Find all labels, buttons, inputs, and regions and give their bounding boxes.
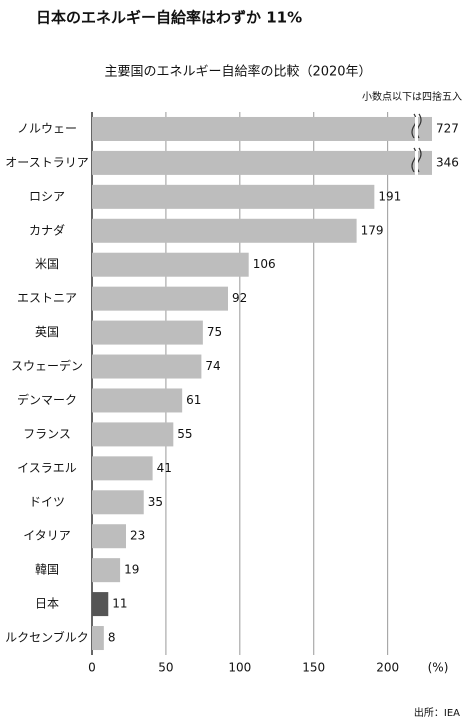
chart-subtitle: 主要国のエネルギー自給率の比較（2020年） <box>104 64 371 80</box>
value-label: 727 <box>436 121 459 135</box>
axis-break-gap <box>415 116 418 141</box>
value-label: 75 <box>207 325 222 339</box>
bar <box>92 354 202 379</box>
category-label: ノルウェー <box>17 121 77 135</box>
category-label: ドイツ <box>29 495 65 509</box>
value-label: 11 <box>112 597 127 611</box>
category-label: スウェーデン <box>11 358 83 373</box>
x-axis-label: (%) <box>428 661 449 675</box>
x-tick-label: 0 <box>88 661 96 675</box>
value-label: 8 <box>108 631 116 645</box>
category-label: エストニア <box>17 291 77 305</box>
bar <box>92 116 432 141</box>
x-tick-label: 150 <box>302 661 325 675</box>
value-label: 55 <box>177 427 192 441</box>
x-tick-label: 200 <box>376 661 399 675</box>
category-label: デンマーク <box>17 392 77 407</box>
category-label: イスラエル <box>17 461 77 475</box>
x-tick-label: 50 <box>158 661 173 675</box>
category-label: オーストラリア <box>5 155 88 169</box>
bar <box>92 592 109 617</box>
bar <box>92 524 126 549</box>
value-label: 35 <box>148 495 163 509</box>
bar <box>92 218 357 243</box>
category-label: 英国 <box>35 325 59 339</box>
bar <box>92 286 228 311</box>
category-label: イタリア <box>23 529 71 543</box>
category-label: ロシア <box>29 189 65 203</box>
value-label: 191 <box>378 189 401 203</box>
bar <box>92 456 153 481</box>
value-label: 179 <box>361 223 384 237</box>
value-label: 41 <box>157 461 172 475</box>
axis-break-gap <box>415 150 418 175</box>
value-label: 61 <box>186 393 201 407</box>
bar <box>92 558 121 583</box>
value-label: 106 <box>253 257 276 271</box>
note: 小数点以下は四捨五入 <box>362 90 462 103</box>
category-label: フランス <box>23 427 71 441</box>
value-label: 19 <box>124 563 139 577</box>
x-tick-label: 100 <box>228 661 251 675</box>
bar <box>92 184 375 209</box>
value-label: 92 <box>232 291 247 305</box>
bar <box>92 626 104 651</box>
bar <box>92 490 144 515</box>
chart-title: 日本のエネルギー自給率はわずか 11% <box>36 9 302 27</box>
bar <box>92 150 432 175</box>
bar <box>92 422 174 447</box>
bar <box>92 320 203 345</box>
category-label: 日本 <box>35 597 59 611</box>
category-label: カナダ <box>29 222 65 237</box>
value-label: 23 <box>130 529 145 543</box>
category-label: 韓国 <box>35 563 59 577</box>
value-label: 74 <box>205 359 220 373</box>
bar <box>92 388 183 413</box>
bar <box>92 252 249 277</box>
category-label: ルクセンブルク <box>5 630 89 645</box>
source: 出所：IEA <box>414 706 460 719</box>
value-label: 346 <box>436 155 459 169</box>
category-label: 米国 <box>35 257 59 271</box>
